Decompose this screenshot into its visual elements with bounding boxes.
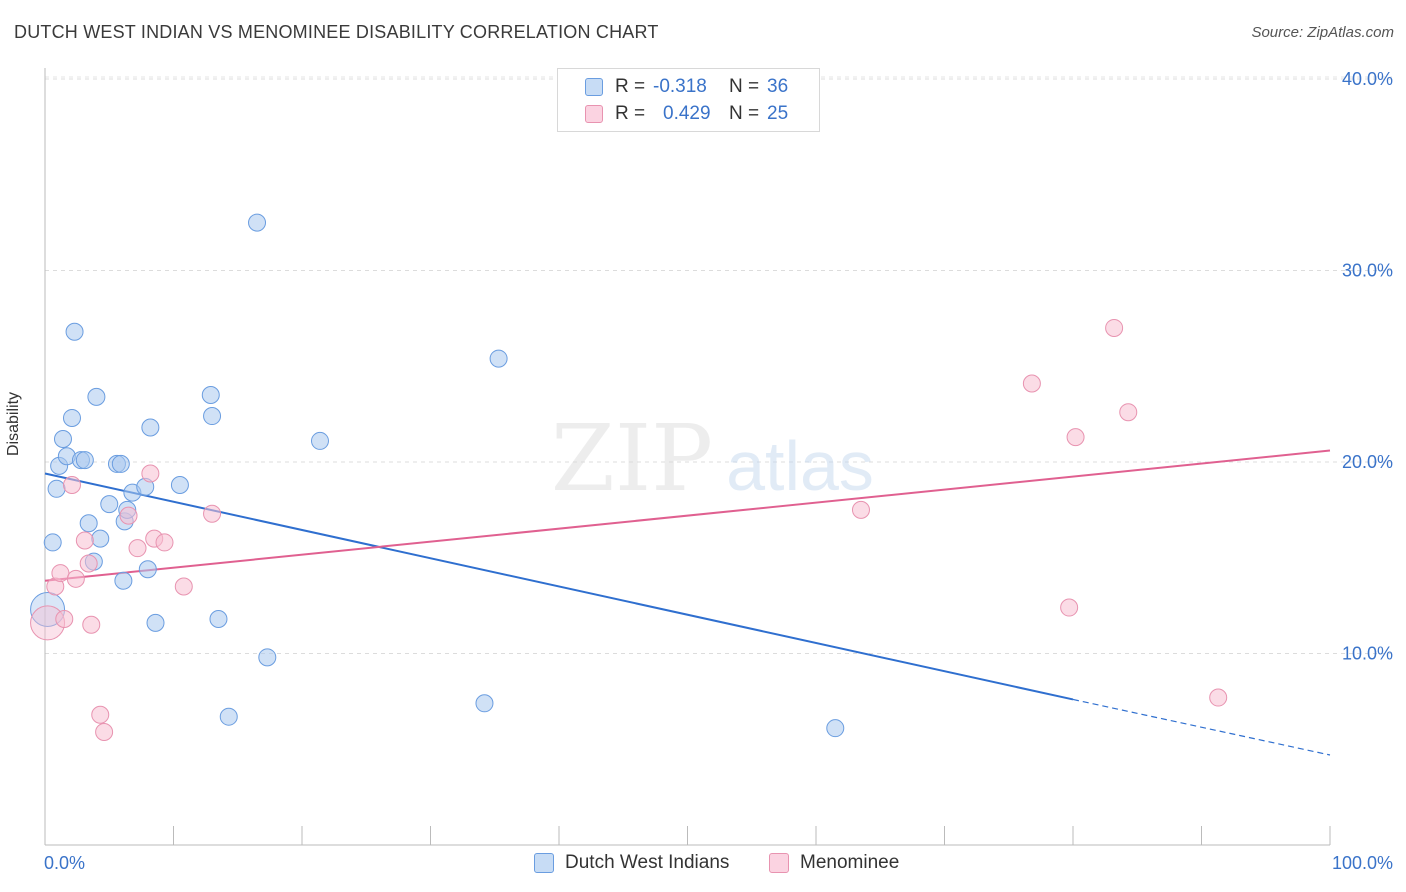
- point-dutch-west-indians: [75, 451, 94, 470]
- watermark-zip: ZIP: [551, 405, 713, 512]
- chart-title: DUTCH WEST INDIAN VS MENOMINEE DISABILIT…: [14, 22, 659, 42]
- point-menominee: [1060, 598, 1079, 617]
- point-dutch-west-indians: [141, 418, 160, 437]
- point-dutch-west-indians: [138, 560, 157, 579]
- point-menominee: [95, 723, 114, 742]
- legend-n-label: N =: [729, 103, 760, 124]
- tick-labels: 10.0% 20.0% 30.0% 40.0% 0.0% 100.0%: [44, 69, 1393, 873]
- point-dutch-west-indians: [62, 408, 81, 427]
- bottom-legend-menominee: Menominee: [769, 852, 899, 874]
- legend-swatch-pink: [585, 105, 603, 123]
- point-dutch-west-indians: [43, 533, 62, 552]
- point-menominee: [79, 554, 98, 573]
- point-menominee: [203, 504, 222, 523]
- bottom-legend-swatch-blue: [534, 853, 554, 873]
- y-axis-label: Disability: [5, 391, 22, 456]
- legend-r-label: R =: [615, 103, 646, 124]
- legend-n-value: 25: [767, 103, 789, 124]
- legend-n-value: 36: [767, 76, 789, 97]
- bottom-legend-swatch-pink: [769, 853, 789, 873]
- point-menominee: [174, 577, 193, 596]
- point-dutch-west-indians: [146, 613, 165, 632]
- bottom-legend-dutch-west-indians: Dutch West Indians: [534, 852, 729, 874]
- point-menominee: [66, 569, 85, 588]
- point-menominee: [1209, 688, 1228, 707]
- point-menominee: [1119, 403, 1138, 422]
- point-dutch-west-indians: [87, 387, 106, 406]
- source-label: Source: ZipAtlas.com: [1251, 24, 1394, 41]
- legend-row-dutch-west-indians: R = -0.318 N = 36: [558, 74, 788, 100]
- bottom-legend-label: Menominee: [800, 852, 900, 873]
- point-dutch-west-indians: [203, 407, 222, 426]
- point-dutch-west-indians: [201, 385, 220, 404]
- point-dutch-west-indians: [310, 431, 329, 450]
- y-tick-label: 20.0%: [1342, 452, 1393, 472]
- point-menominee: [1105, 318, 1124, 337]
- point-dutch-west-indians: [209, 610, 228, 629]
- point-dutch-west-indians: [258, 648, 277, 667]
- point-dutch-west-indians: [826, 719, 845, 738]
- point-dutch-west-indians: [47, 479, 66, 498]
- point-dutch-west-indians: [65, 322, 84, 341]
- point-dutch-west-indians: [475, 694, 494, 713]
- watermark-atlas: atlas: [726, 427, 874, 505]
- point-dutch-west-indians: [91, 529, 110, 548]
- point-dutch-west-indians: [248, 213, 267, 232]
- point-menominee: [1066, 428, 1085, 447]
- watermark: ZIP atlas: [551, 405, 874, 512]
- point-menominee: [128, 539, 147, 558]
- y-tick-label: 40.0%: [1342, 69, 1393, 89]
- point-menominee: [51, 564, 70, 583]
- x-tick-label: 0.0%: [44, 853, 85, 873]
- point-dutch-west-indians: [111, 454, 130, 473]
- point-menominee: [851, 500, 870, 519]
- point-dutch-west-indians: [100, 495, 119, 514]
- y-tick-label: 10.0%: [1342, 644, 1393, 664]
- point-menominee: [1022, 374, 1041, 393]
- axes: [44, 68, 1331, 846]
- point-dutch-west-indians: [79, 514, 98, 533]
- legend-r-value: 0.429: [663, 103, 711, 124]
- point-dutch-west-indians: [170, 475, 189, 494]
- data-points: [30, 213, 1228, 742]
- point-menominee: [82, 615, 101, 634]
- x-tick-label: 100.0%: [1332, 853, 1393, 873]
- point-menominee: [55, 610, 74, 629]
- trend-line-dutch-west-indians-extension: [1072, 698, 1331, 756]
- point-dutch-west-indians: [489, 349, 508, 368]
- legend-n-label: N =: [729, 76, 760, 97]
- legend-r-value: -0.318: [653, 76, 707, 97]
- point-menominee: [141, 464, 160, 483]
- legend-r-label: R =: [615, 76, 646, 97]
- point-dutch-west-indians: [53, 430, 72, 449]
- point-dutch-west-indians: [219, 707, 238, 726]
- y-tick-label: 30.0%: [1342, 261, 1393, 281]
- bottom-legend-label: Dutch West Indians: [565, 852, 730, 873]
- correlation-legend: R = -0.318 N = 36 R = 0.429 N = 25: [557, 68, 820, 132]
- legend-swatch-blue: [585, 78, 603, 96]
- point-menominee: [91, 705, 110, 724]
- grid-lines: [45, 76, 1392, 654]
- point-dutch-west-indians: [114, 571, 133, 590]
- point-menominee: [119, 506, 138, 525]
- point-menominee: [75, 531, 94, 550]
- point-menominee: [155, 533, 174, 552]
- legend-row-menominee: R = 0.429 N = 25: [558, 101, 788, 127]
- point-menominee: [62, 475, 81, 494]
- trend-line-menominee: [44, 449, 1331, 582]
